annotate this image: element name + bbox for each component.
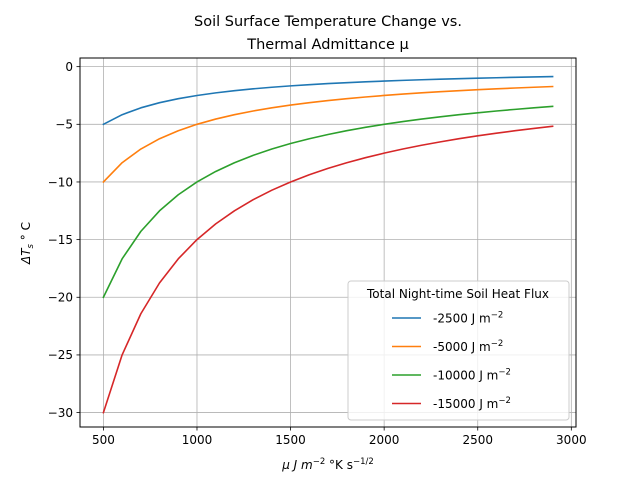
y-tick-label: 0	[65, 60, 73, 74]
x-axis-label-sup1: −2	[313, 457, 326, 467]
legend-title: Total Night-time Soil Heat Flux	[366, 287, 549, 301]
series-lines	[102, 75, 554, 414]
x-axis-label-mid: °K s	[325, 458, 353, 472]
x-tick-label: 500	[92, 433, 115, 447]
x-tick-label: 3000	[556, 433, 587, 447]
legend-label: -5000 J m−2	[433, 339, 503, 354]
legend-box	[347, 280, 570, 421]
y-axis-label: ΔTs ° C	[19, 222, 36, 265]
x-tick-label: 2000	[369, 433, 400, 447]
legend-item-3: -15000 J m−2	[392, 396, 511, 411]
legend-item-2: -10000 J m−2	[392, 368, 511, 383]
y-axis-label-delta: ΔT	[19, 247, 33, 265]
x-axis-label-base: μ J m	[281, 458, 313, 472]
x-tick-label: 1500	[275, 433, 306, 447]
y-tick-label: −20	[48, 291, 73, 305]
chart-title-line-2: Thermal Admittance μ	[246, 37, 409, 53]
y-axis-ticks: 0 −5 −10 −15 −20 −25 −30	[48, 60, 80, 420]
x-tick-label: 2500	[462, 433, 493, 447]
legend-label: -2500 J m−2	[433, 311, 503, 326]
legend-label: -15000 J m−2	[433, 396, 511, 411]
y-tick-label: −30	[48, 406, 73, 420]
legend-item-0: -2500 J m−2	[392, 311, 503, 326]
y-tick-label: −15	[48, 233, 73, 247]
x-axis-label: μ J m−2 °K s−1/2	[281, 457, 374, 472]
legend-item-1: -5000 J m−2	[392, 339, 503, 354]
y-axis-label-sub: s	[26, 243, 36, 248]
x-axis-ticks: 500 1000 1500 2000 2500 3000	[92, 427, 587, 447]
axes-frame	[79, 57, 577, 428]
legend: Total Night-time Soil Heat Flux -2500 J …	[347, 280, 570, 421]
x-tick-label: 1000	[182, 433, 213, 447]
series-line-1	[102, 85, 554, 184]
y-tick-label: −25	[48, 348, 73, 362]
series-line-2	[102, 105, 554, 299]
series-line-0	[102, 75, 554, 126]
series-line-3	[102, 125, 554, 414]
y-axis-label-rest: ° C	[19, 222, 33, 244]
x-axis-label-sup2: −1/2	[353, 457, 374, 467]
legend-label: -10000 J m−2	[433, 368, 511, 383]
y-tick-label: −5	[55, 118, 73, 132]
legend-items: -2500 J m−2 -5000 J m−2 -10000 J m−2 -15000…	[392, 311, 511, 411]
chart-title-line-1: Soil Surface Temperature Change vs.	[194, 14, 462, 30]
y-tick-label: −10	[48, 175, 73, 189]
